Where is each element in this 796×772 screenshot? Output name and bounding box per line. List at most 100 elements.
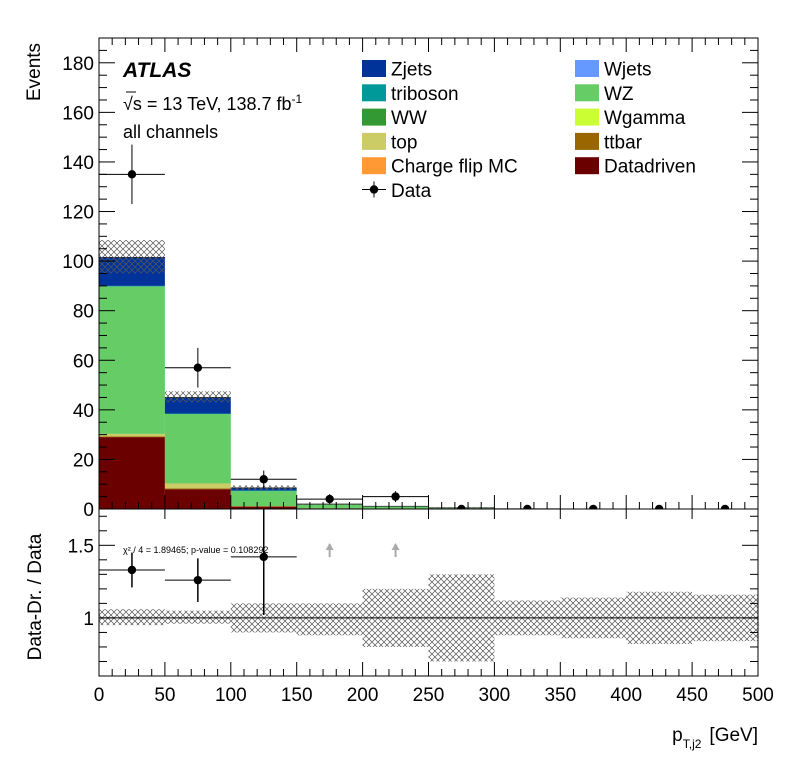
- y-tick-label: 140: [62, 153, 94, 174]
- bar-datadriven-bin-0: [99, 437, 165, 509]
- bar-triboson-bin-2: [230, 490, 297, 492]
- ratio-band-bin-3: [296, 603, 363, 636]
- data-point-bin-0: [127, 170, 137, 179]
- bar-wz-bin-2: [230, 491, 297, 507]
- experiment-label: ATLAS: [122, 59, 191, 82]
- main-y-axis: 0 20 40 60 80 100 120 140 160 180: [62, 37, 758, 521]
- bar-wz-bin-4: [362, 506, 429, 509]
- ratio-point-2: [259, 552, 268, 562]
- x-axis-symbol: p: [672, 725, 683, 746]
- offscale-arrow-head-0: [325, 543, 334, 550]
- legend-label-data: Data: [391, 181, 432, 202]
- data-point-bin-7: [589, 504, 598, 509]
- data-points: [99, 144, 730, 509]
- x-tick-label: 450: [676, 685, 708, 706]
- legend-swatch-ww: [362, 108, 386, 126]
- y-tick-label: 60: [73, 351, 94, 372]
- legend-swatch-wz: [575, 84, 599, 102]
- data-point-bin-5: [457, 504, 466, 509]
- ratio-band-bin-1: [164, 610, 231, 624]
- uncertainty-band-bin-1: [164, 391, 231, 403]
- bar-ttbar-bin-1: [164, 488, 231, 490]
- ratio-point-0: [127, 565, 137, 575]
- data-point-bin-1: [193, 363, 203, 372]
- ratio-tick-label: 1.5: [68, 536, 94, 557]
- ratio-band-bin-0: [99, 609, 165, 626]
- y-axis-title: Events: [24, 43, 45, 101]
- y-tick-label: 80: [73, 302, 94, 323]
- legend-label-ww: WW: [391, 108, 427, 129]
- x-tick-label: 350: [544, 685, 576, 706]
- legend: Zjets Wjets triboson WZ WW Wgamma top ttbar Char…: [362, 60, 696, 202]
- x-tick-label: 300: [479, 685, 511, 706]
- y-tick-label: 180: [62, 54, 94, 75]
- lumi-exponent: -1: [292, 92, 303, 106]
- x-tick-label: 250: [413, 685, 445, 706]
- legend-swatch-datadriven: [575, 157, 599, 175]
- legend-swatch-zjets: [362, 60, 386, 77]
- legend-label-datadriven: Datadriven: [604, 157, 696, 178]
- ratio-tick-label: 1: [83, 609, 94, 630]
- x-axis-unit: [GeV]: [709, 725, 758, 746]
- legend-swatch-charge-flip-mc: [362, 157, 386, 175]
- channel-label: all channels: [123, 122, 218, 142]
- ratio-stats-text: χ² / 4 = 1.89465; p-value = 0.108292: [123, 545, 268, 555]
- legend-label-zjets: Zjets: [391, 60, 432, 81]
- legend-label-triboson: triboson: [391, 84, 459, 105]
- legend-label-top: top: [391, 132, 417, 153]
- bar-datadriven-bin-2: [230, 506, 297, 509]
- bar-top-bin-0: [99, 433, 165, 437]
- stacked-histogram: [99, 256, 561, 509]
- legend-swatch-top: [362, 132, 386, 150]
- data-point-bin-9: [720, 504, 730, 509]
- legend-label-ttbar: ttbar: [604, 132, 643, 153]
- bar-datadriven-bin-1: [164, 489, 231, 509]
- uncertainty-band-bin-0: [99, 240, 165, 274]
- bar-wz-bin-1: [164, 414, 231, 484]
- x-tick-label: 500: [742, 685, 774, 706]
- data-point-bin-4: [391, 492, 400, 501]
- legend-label-charge-flip-mc: Charge flip MC: [391, 157, 518, 178]
- offscale-arrow-head-1: [391, 543, 400, 550]
- x-axis-subscript: T,j2: [683, 737, 702, 751]
- x-tick-label: 100: [215, 685, 247, 706]
- legend-swatch-ttbar: [575, 132, 599, 150]
- energy-lumi-label: √s = 13 TeV, 138.7 fb-1: [123, 92, 303, 114]
- x-axis: 0 50 100 150 200 250 300 350 400 450 500: [94, 38, 774, 706]
- y-tick-label: 0: [83, 500, 94, 521]
- y-tick-label: 100: [62, 252, 94, 273]
- main-panel-plot-area: [99, 144, 758, 509]
- x-tick-label: 150: [281, 685, 313, 706]
- x-tick-label: 400: [610, 685, 642, 706]
- data-point-bin-2: [259, 475, 268, 484]
- uncertainty-band-bin-3: [296, 504, 363, 506]
- data-point-bin-6: [523, 504, 532, 509]
- legend-swatch-triboson: [362, 84, 386, 102]
- bar-top-bin-1: [164, 483, 231, 489]
- legend-label-wz: WZ: [604, 84, 634, 105]
- legend-label-wgamma: Wgamma: [604, 108, 686, 129]
- y-tick-label: 160: [62, 103, 94, 124]
- ratio-panel-plot-area: [99, 509, 758, 662]
- bar-wz-bin-3: [296, 504, 363, 509]
- ratio-points: [99, 509, 400, 616]
- uncertainty-band-bin-4: [362, 506, 429, 508]
- uncertainty-band: [99, 240, 758, 509]
- x-tick-label: 50: [154, 685, 175, 706]
- bar-ttbar-bin-0: [99, 436, 165, 438]
- data-point-bin-8: [654, 504, 664, 509]
- ratio-point-1: [193, 575, 203, 585]
- ratio-uncertainty-band: [99, 574, 758, 662]
- legend-swatch-wjets: [575, 60, 599, 77]
- legend-swatch-wgamma: [575, 108, 599, 126]
- energy-text: √s = 13 TeV, 138.7 fb: [123, 94, 292, 114]
- legend-marker-data: [369, 185, 379, 194]
- x-tick-label: 0: [94, 685, 105, 706]
- y-tick-label: 40: [73, 401, 94, 422]
- x-tick-label: 200: [347, 685, 379, 706]
- x-axis-title: pT,j2 [GeV]: [672, 725, 758, 751]
- y-tick-label: 20: [73, 450, 94, 471]
- ratio-y-axis-title: Data-Dr. / Data: [25, 533, 46, 660]
- data-point-bin-3: [325, 494, 334, 504]
